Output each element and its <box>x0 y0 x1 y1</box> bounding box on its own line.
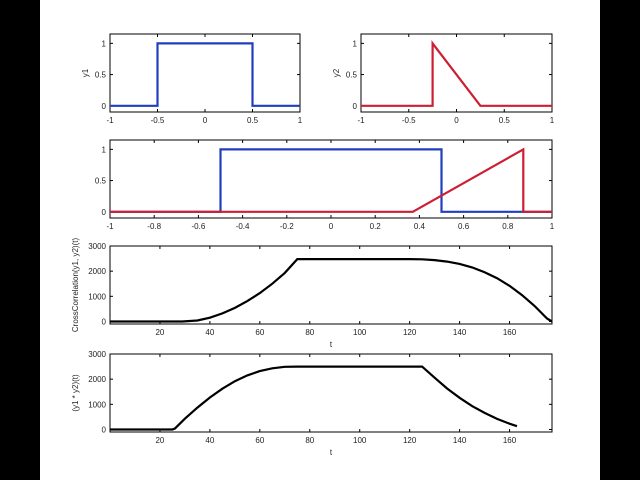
x-tick-label: 0.2 <box>370 222 382 231</box>
x-tick-label: 160 <box>503 436 517 445</box>
y-tick-label: 1 <box>102 145 107 154</box>
x-tick-label: -1 <box>106 222 114 231</box>
x-tick-label: 120 <box>403 328 417 337</box>
x-tick-label: 0 <box>203 116 208 125</box>
x-tick-label: 40 <box>205 328 214 337</box>
y-tick-label: 0 <box>102 317 107 326</box>
chart-3: -1 -0.8 -0.6 -0.4 -0.2 0 0.2 0.4 0.6 0.8 1 0 0.5 1 <box>95 139 555 231</box>
y-tick-label: 0.5 <box>95 71 107 80</box>
y-axis-label: y1 <box>81 68 90 77</box>
x-tick-label: 0.5 <box>247 116 259 125</box>
plot-area-frame <box>109 353 553 433</box>
chart-2: -1 -0.5 0 0.5 1 0 0.5 1 y2 <box>332 33 555 125</box>
y-tick-label: 3000 <box>88 350 106 359</box>
x-tick-label: 0.5 <box>499 116 511 125</box>
x-tick-label: 0.4 <box>414 222 426 231</box>
y-tick-label: 1 <box>353 39 358 48</box>
y-tick-label: 2000 <box>88 375 106 384</box>
x-tick-label: -0.2 <box>280 222 294 231</box>
x-axis-label: t <box>330 340 333 349</box>
y-axis-label: y2 <box>332 68 341 77</box>
x-tick-label: 160 <box>503 328 517 337</box>
x-tick-label: 1 <box>550 116 555 125</box>
plot-area-frame <box>109 33 301 113</box>
x-tick-label: 0.8 <box>502 222 514 231</box>
plot-area-frame <box>109 139 553 219</box>
y-tick-label: 1000 <box>88 292 106 301</box>
x-tick-label: -0.4 <box>236 222 250 231</box>
y-tick-label: 2000 <box>88 267 106 276</box>
x-tick-label: -0.6 <box>192 222 206 231</box>
y-tick-label: 0.5 <box>346 71 358 80</box>
y-tick-label: 0 <box>102 208 107 217</box>
figure-plots: -1 -0.5 0 0.5 1 0 0.5 1 y1 -1 -0.5 0 0.5 1 0 0.5 1 y2 -1 -0… <box>71 33 555 457</box>
y-tick-label: 1 <box>102 39 107 48</box>
series-line-1 <box>361 40 552 107</box>
x-tick-label: 100 <box>353 436 367 445</box>
x-tick-label: 0 <box>454 116 459 125</box>
y-axis-label: CrossCorrelation(y1, y2)(t) <box>71 238 80 333</box>
x-tick-label: 20 <box>155 436 164 445</box>
figure-canvas: -1 -0.5 0 0.5 1 0 0.5 1 y1 -1 -0.5 0 0.5 1 0 0.5 1 y2 -1 -0… <box>40 0 600 480</box>
series-line-1 <box>110 258 553 323</box>
x-tick-label: -0.5 <box>402 116 416 125</box>
chart-1: -1 -0.5 0 0.5 1 0 0.5 1 y1 <box>81 33 303 125</box>
x-tick-label: 80 <box>305 436 314 445</box>
series-line-1 <box>110 42 300 107</box>
y-tick-label: 0 <box>353 102 358 111</box>
y-tick-label: 0 <box>102 425 107 434</box>
x-tick-label: -1 <box>106 116 114 125</box>
x-tick-label: -0.8 <box>147 222 161 231</box>
x-tick-label: 140 <box>453 436 467 445</box>
y-tick-label: 1000 <box>88 400 106 409</box>
x-tick-label: -0.5 <box>151 116 165 125</box>
x-tick-label: 80 <box>305 328 314 337</box>
x-tick-label: 140 <box>453 328 467 337</box>
y-tick-label: 0.5 <box>95 177 107 186</box>
series-line-2 <box>110 147 552 213</box>
series-line-1 <box>110 148 552 213</box>
x-tick-label: -1 <box>357 116 365 125</box>
x-tick-label: 40 <box>205 436 214 445</box>
chart-4: 20 40 60 80 100 120 140 160 0 1000 2000 3000 CrossCo… <box>71 238 553 349</box>
x-tick-label: 100 <box>353 328 367 337</box>
x-tick-label: 60 <box>255 436 264 445</box>
x-tick-label: 0 <box>329 222 334 231</box>
plot-area-frame <box>109 245 553 325</box>
x-tick-label: 0.6 <box>458 222 470 231</box>
chart-5: 20 40 60 80 100 120 140 160 0 1000 2000 3000 (y1 * y… <box>71 350 553 457</box>
series-line-1 <box>110 365 518 431</box>
x-tick-label: 60 <box>255 328 264 337</box>
x-tick-label: 1 <box>550 222 555 231</box>
x-tick-label: 120 <box>403 436 417 445</box>
x-tick-label: 20 <box>155 328 164 337</box>
y-tick-label: 0 <box>102 102 107 111</box>
x-tick-label: 1 <box>298 116 303 125</box>
x-axis-label: t <box>330 448 333 457</box>
y-tick-label: 3000 <box>88 242 106 251</box>
y-axis-label: (y1 * y2)(t) <box>71 374 80 412</box>
